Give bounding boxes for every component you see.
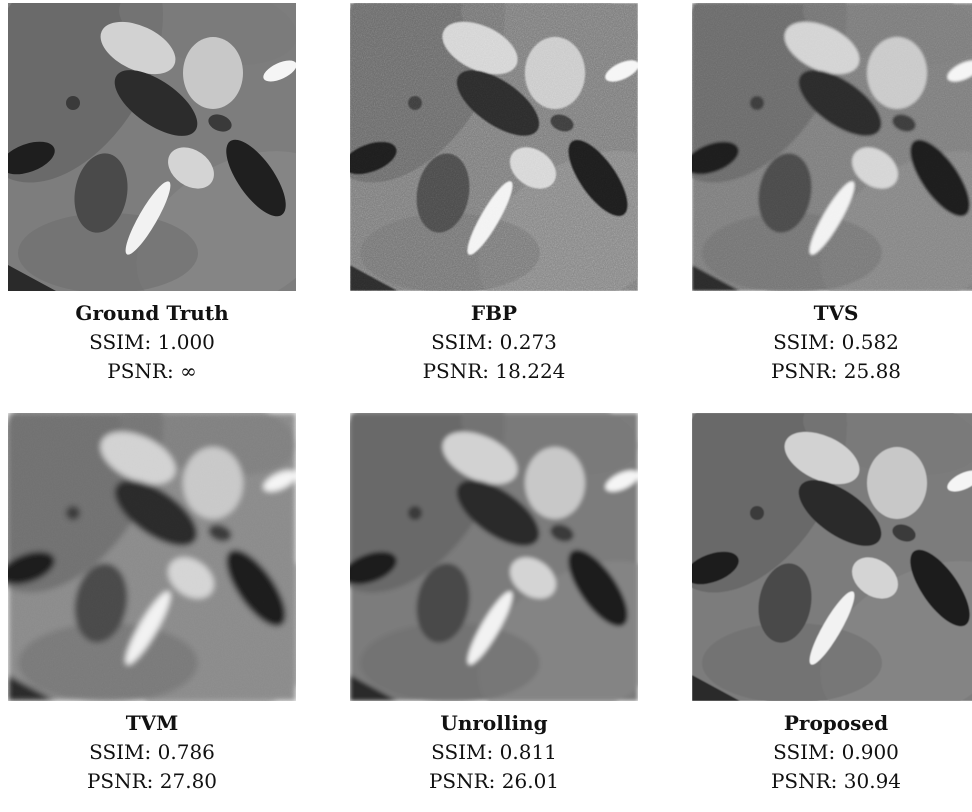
ellipse-dark-center	[456, 480, 540, 546]
ssim-value: SSIM: 1.000	[89, 330, 215, 354]
ssim-value: SSIM: 0.811	[431, 740, 557, 764]
phantom-image-unrolling	[350, 413, 638, 701]
ellipse-dark-right	[568, 549, 628, 627]
panel-title: FBP	[470, 301, 518, 325]
ellipse-dark-edge	[350, 551, 397, 585]
ellipse-light-mid	[852, 557, 898, 599]
ellipse-light-top	[784, 431, 860, 485]
ssim-value: SSIM: 0.900	[773, 740, 899, 764]
phantom-image-tvs	[692, 3, 972, 291]
ellipse-bright-needle	[125, 181, 171, 255]
ellipse-light-right-top	[867, 447, 927, 519]
psnr-value: PSNR: 18.224	[422, 359, 566, 383]
ellipse-dark-center	[114, 70, 198, 136]
panel-proposed: Proposed SSIM: 0.900 PSNR: 30.94	[692, 413, 972, 796]
ssim-value: SSIM: 0.786	[89, 740, 215, 764]
panel-tvm: TVM SSIM: 0.786 PSNR: 27.80	[8, 413, 296, 796]
background-region	[820, 561, 972, 701]
ellipse-light-right-top	[183, 37, 243, 109]
ellipse-light-top	[442, 431, 518, 485]
phantom-image-proposed	[692, 413, 972, 701]
background-region	[136, 151, 296, 291]
background-region	[478, 561, 638, 701]
background-region	[360, 623, 540, 701]
circle-dark-small	[66, 96, 80, 110]
psnr-value: PSNR: 25.88	[770, 359, 902, 383]
panel-tvs: TVS SSIM: 0.582 PSNR: 25.88	[692, 3, 972, 386]
ellipse-bright-needle	[467, 591, 513, 665]
psnr-value: PSNR: 30.94	[770, 769, 902, 793]
ssim-value: SSIM: 0.582	[773, 330, 899, 354]
ellipse-dark-left	[416, 563, 470, 643]
ellipse-light-mid	[510, 557, 556, 599]
psnr-value: PSNR: 27.80	[86, 769, 218, 793]
ellipse-bright-edge	[947, 470, 972, 492]
panel-ground-truth: Ground Truth SSIM: 1.000 PSNR: ∞	[8, 3, 296, 386]
background-region	[702, 623, 882, 701]
ellipse-dark-small	[208, 114, 232, 132]
background-region	[692, 413, 847, 593]
corner-region	[692, 675, 740, 701]
ellipse-light-right-top	[525, 447, 585, 519]
psnr-value: PSNR: 26.01	[428, 769, 560, 793]
ellipse-light-top	[100, 21, 176, 75]
corner-region	[8, 265, 56, 291]
panel-unrolling: Unrolling SSIM: 0.811 PSNR: 26.01	[350, 413, 638, 796]
ellipse-bright-edge	[263, 60, 296, 82]
ellipse-dark-right	[910, 549, 970, 627]
ellipse-dark-left	[74, 153, 128, 233]
background-region	[18, 213, 198, 291]
noise-overlay	[8, 413, 296, 701]
ellipse-dark-center	[798, 480, 882, 546]
noise-overlay	[692, 3, 972, 291]
phantom-image-fbp	[350, 3, 638, 291]
panel-title: Ground Truth	[75, 301, 229, 325]
psnr-value: PSNR: ∞	[107, 359, 197, 383]
ellipse-dark-small	[892, 524, 916, 542]
background-region	[350, 413, 505, 593]
ellipse-dark-right	[226, 139, 286, 217]
ellipse-dark-small	[550, 524, 574, 542]
circle-dark-small	[408, 506, 422, 520]
panel-title: TVS	[813, 301, 859, 325]
ellipse-dark-edge	[8, 141, 55, 175]
panel-title: TVM	[125, 711, 179, 735]
ellipse-light-mid	[168, 147, 214, 189]
phantom-image-ground-truth	[8, 3, 296, 291]
ellipse-bright-edge	[605, 470, 638, 492]
circle-dark-small	[750, 506, 764, 520]
ellipse-dark-left	[758, 563, 812, 643]
corner-region	[350, 675, 398, 701]
panel-title: Unrolling	[440, 711, 548, 735]
panel-title: Proposed	[783, 711, 889, 735]
ellipse-bright-needle	[809, 591, 855, 665]
phantom-image-tvm	[8, 413, 296, 701]
ellipse-dark-edge	[692, 551, 739, 585]
ssim-value: SSIM: 0.273	[431, 330, 557, 354]
background-region	[8, 3, 163, 183]
panel-fbp: FBP SSIM: 0.273 PSNR: 18.224	[350, 3, 638, 386]
noise-overlay	[350, 3, 638, 291]
